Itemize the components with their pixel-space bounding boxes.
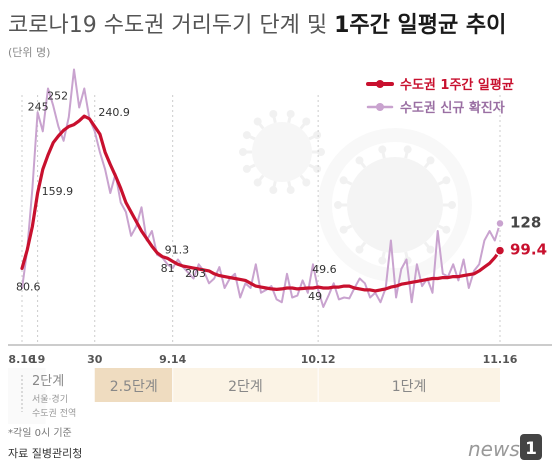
chart-title: 코로나19 수도권 거리두기 단계 및 1주간 일평균 추이: [8, 13, 506, 38]
data-label-avg: 240.9: [98, 106, 130, 119]
title-part2: 1주간 일평균 추이: [334, 13, 506, 38]
data-label-avg: 91.3: [165, 243, 190, 256]
end-markers: [494, 218, 506, 256]
legend-avg-dot: [376, 80, 384, 88]
stage-bg: [318, 368, 500, 402]
legend-item-avg: 수도권 1주간 일평균: [366, 77, 514, 93]
title-part1: 코로나19 수도권 거리두기 단계 및: [8, 13, 334, 38]
daily-cases-line: [21, 68, 501, 308]
data-label-daily: 128: [510, 213, 541, 231]
data-label-avg: 49.6: [312, 263, 337, 276]
legend: 수도권 1주간 일평균 수도권 신규 확진자: [366, 77, 514, 116]
data-label-avg: 80.6: [16, 280, 41, 293]
stage-sub-label: 수도권 전역: [32, 407, 76, 419]
x-tick-label: 8.16: [8, 353, 35, 366]
data-label-daily: 245: [28, 100, 49, 113]
unit-label: (단위 명): [8, 46, 50, 59]
legend-daily-dot: [376, 103, 384, 111]
daily-end-dot: [495, 218, 505, 229]
news1-logo: news 1: [468, 434, 542, 461]
data-label-daily: 81: [161, 262, 175, 275]
virus-illustration: [239, 109, 472, 282]
legend-daily-label: 수도권 신규 확진자: [400, 100, 505, 116]
logo-word: news: [468, 437, 520, 461]
data-label-daily: 252: [47, 90, 68, 103]
stage-early-bg: [8, 368, 46, 424]
data-label-daily: 49: [308, 290, 322, 303]
stage-label: 1단계: [392, 379, 427, 395]
logo-badge: [520, 434, 542, 460]
legend-item-daily: 수도권 신규 확진자: [366, 100, 505, 116]
x-tick-label: 10.12: [301, 353, 336, 366]
x-tick-label: 30: [87, 353, 103, 366]
stage-3: 1단계: [318, 368, 500, 402]
stage-sub-label: 서울·경기: [32, 393, 68, 405]
data-label-daily: 203: [185, 267, 206, 280]
weekly-average-line: [20, 114, 502, 293]
data-label-avg: 99.4: [510, 241, 547, 259]
stage-bg: [172, 368, 319, 402]
footnote: *각일 0시 기준: [8, 427, 72, 439]
x-tick-label: 9.14: [159, 353, 186, 366]
data-label-avg: 159.9: [42, 185, 74, 198]
legend-avg-label: 수도권 1주간 일평균: [400, 77, 514, 93]
x-tick-label: 11.16: [483, 353, 518, 366]
virus-icon: [239, 109, 325, 195]
virus-icon: [334, 145, 456, 265]
source-label: 자료 질병관리청: [8, 447, 82, 460]
stage-bg: [94, 368, 173, 402]
stage-2: 2단계: [172, 368, 319, 402]
x-tick-label: 19: [30, 353, 45, 366]
stage-label: 2.5단계: [110, 379, 158, 395]
stage-1: 2.5단계: [94, 368, 173, 402]
avg-end-dot: [494, 245, 506, 256]
stage-label: 2단계: [32, 374, 64, 389]
logo-digit: 1: [525, 439, 537, 459]
stage-label: 2단계: [228, 379, 263, 395]
